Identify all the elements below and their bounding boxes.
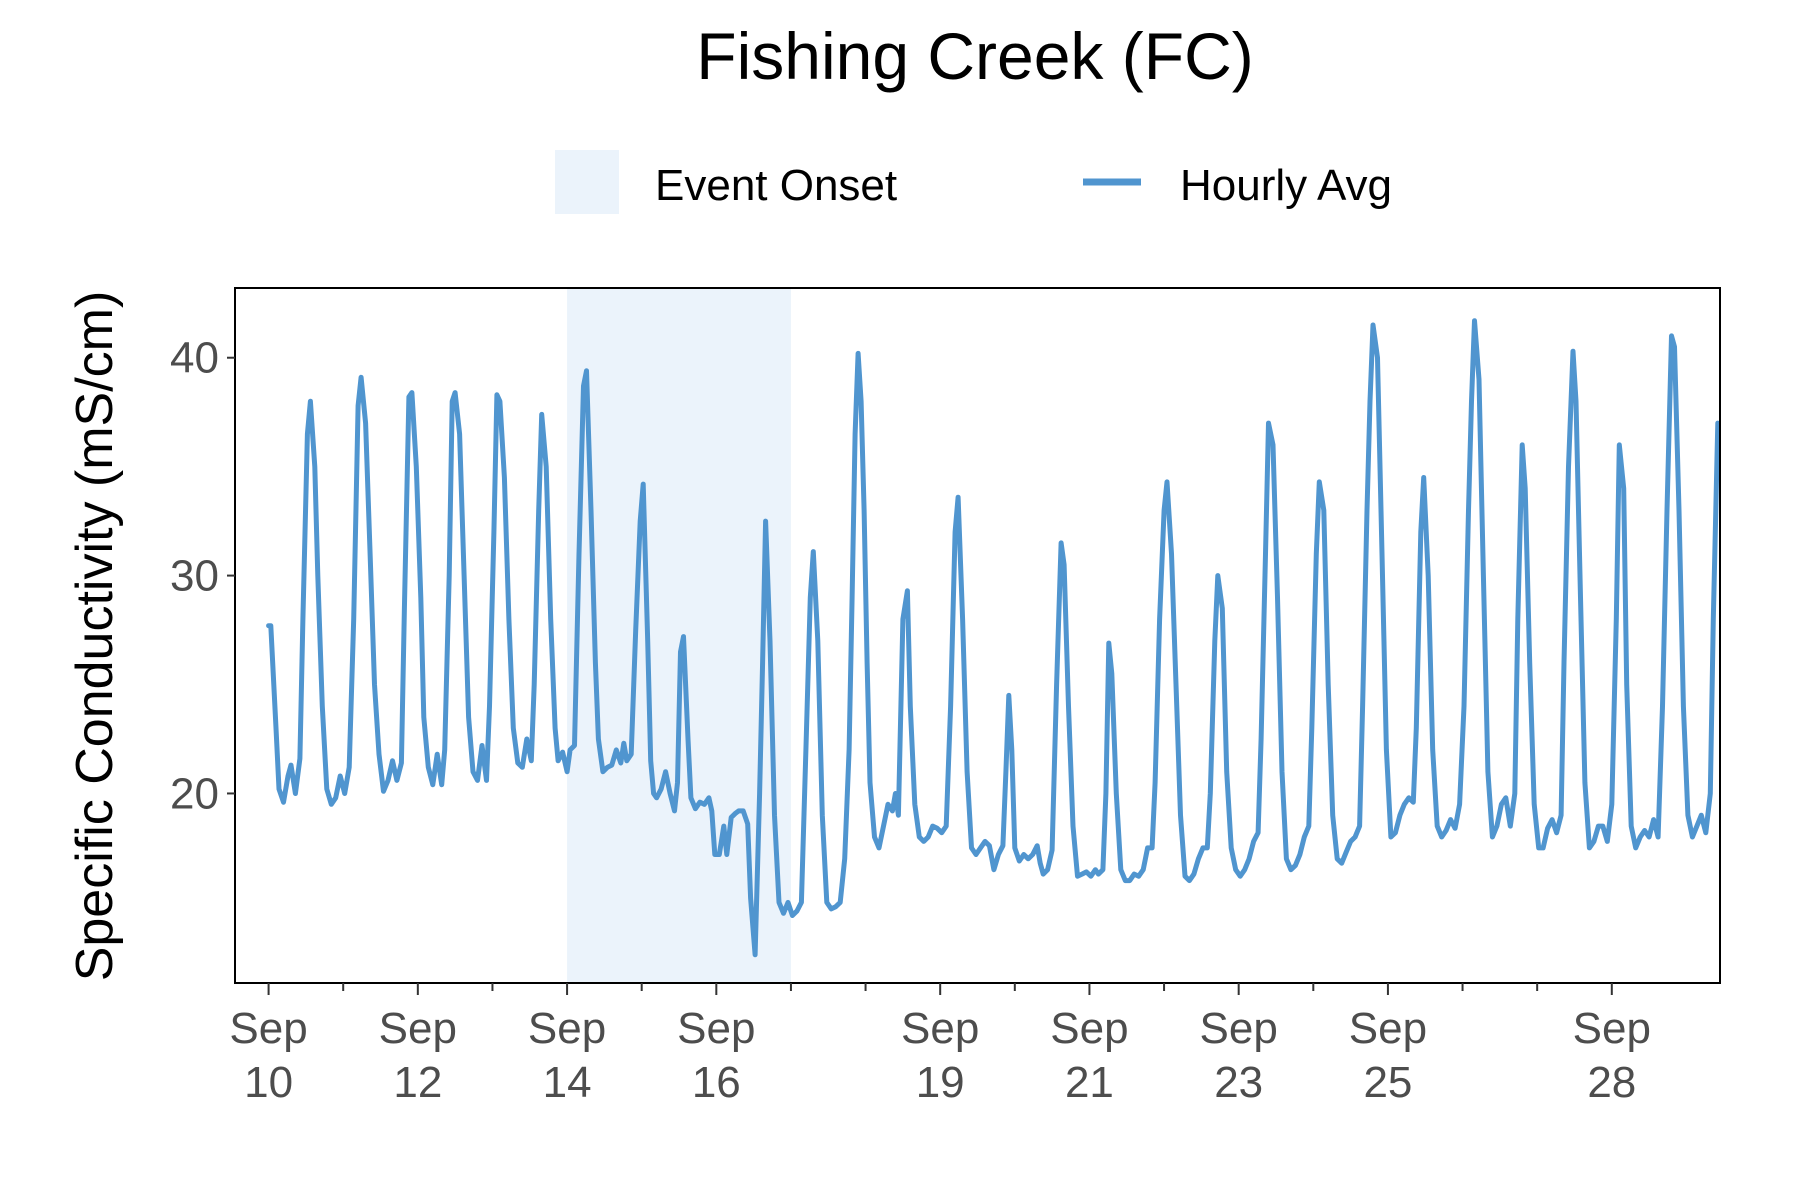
x-tick-label-line1: Sep [229, 1004, 307, 1053]
y-tick-label: 20 [170, 769, 219, 818]
event-onset-band [567, 288, 791, 983]
series-line-0 [266, 318, 1721, 958]
x-tick-label-line1: Sep [677, 1004, 755, 1053]
x-tick-label-line1: Sep [1573, 1004, 1651, 1053]
y-tick-label: 30 [170, 552, 219, 601]
y-axis-title: Specific Conductivity (mS/cm) [66, 291, 124, 982]
x-tick-label-line2: 12 [393, 1058, 442, 1107]
x-tick-label-line2: 23 [1214, 1058, 1263, 1107]
plot-panel-border [234, 287, 1721, 984]
x-tick-label-line2: 19 [916, 1058, 965, 1107]
legend: Event Onset Hourly Avg [555, 150, 1392, 214]
legend-label-hourly-avg: Hourly Avg [1180, 161, 1392, 210]
x-tick-label-line1: Sep [1050, 1004, 1128, 1053]
x-tick-label-line2: 14 [543, 1058, 592, 1107]
legend-label-event-onset: Event Onset [655, 161, 897, 210]
x-tick-label-line2: 21 [1065, 1058, 1114, 1107]
x-tick-label-line1: Sep [1200, 1004, 1278, 1053]
x-tick-label-line2: 28 [1587, 1058, 1636, 1107]
x-tick-label-line2: 10 [244, 1058, 293, 1107]
x-tick-label-line1: Sep [901, 1004, 979, 1053]
x-tick-label-line2: 25 [1363, 1058, 1412, 1107]
x-tick-label-line1: Sep [1349, 1004, 1427, 1053]
x-tick-label-line1: Sep [528, 1004, 606, 1053]
x-tick-label-line2: 16 [692, 1058, 741, 1107]
y-tick-label: 40 [170, 334, 219, 383]
chart-title: Fishing Creek (FC) [696, 19, 1254, 93]
legend-key-event-onset [555, 150, 619, 214]
x-tick-label-line1: Sep [379, 1004, 457, 1053]
